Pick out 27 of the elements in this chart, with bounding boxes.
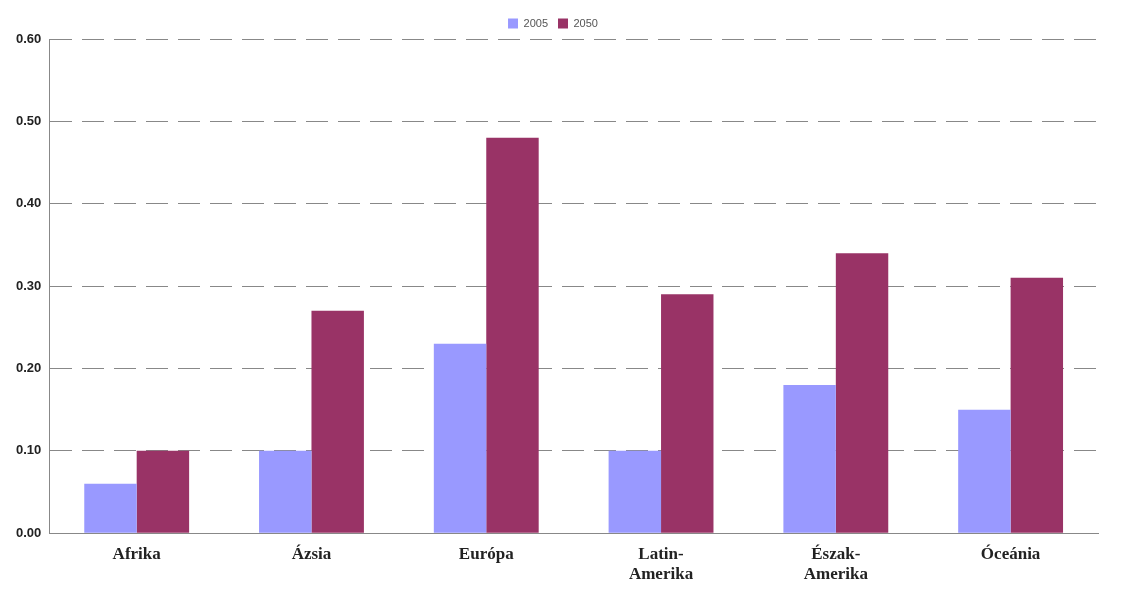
- bar: [311, 310, 364, 533]
- bar: [433, 343, 487, 533]
- bar: [958, 409, 1011, 533]
- bar: [835, 253, 889, 533]
- bar: [1010, 277, 1064, 533]
- bar: [608, 450, 662, 533]
- bar: [259, 450, 312, 533]
- bar: [84, 483, 137, 533]
- bar: [783, 384, 836, 533]
- y-tick-label: 0.10: [15, 442, 42, 458]
- x-tick-label: Ázsia: [291, 543, 332, 563]
- bar: [661, 294, 714, 533]
- y-tick-label: 0.40: [15, 195, 42, 211]
- y-tick-label: 0.60: [15, 30, 42, 46]
- y-tick-label: 0.00: [15, 524, 42, 540]
- x-tick-label: Észak-Amerika: [803, 543, 869, 584]
- x-tick-label: Afrika: [112, 543, 162, 563]
- y-tick-label: 0.50: [15, 112, 42, 128]
- bar: [136, 450, 190, 533]
- y-tick-label: 0.30: [15, 277, 42, 293]
- y-tick-label: 0.20: [15, 360, 42, 376]
- x-tick-label: Latin-Amerika: [628, 543, 694, 584]
- legend-label: 2005: [523, 16, 549, 29]
- bar: [486, 137, 539, 533]
- x-tick-label: Óceánia: [980, 543, 1041, 563]
- x-tick-label: Európa: [458, 543, 515, 563]
- legend-label: 2050: [573, 16, 598, 29]
